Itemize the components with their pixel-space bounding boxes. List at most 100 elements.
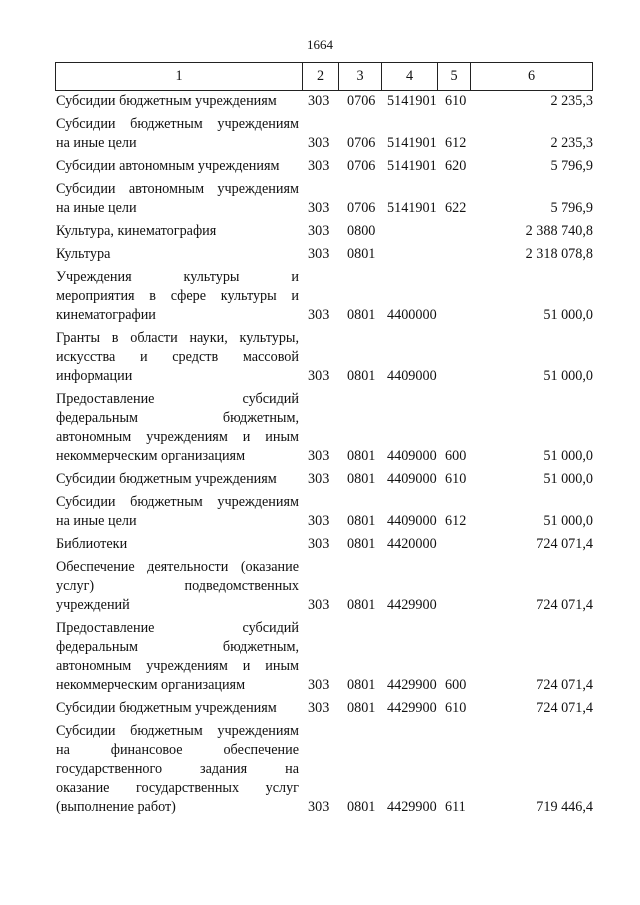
cell-c3: 0801 <box>347 597 376 613</box>
header-col-5: 5 <box>438 63 471 90</box>
description-line: на иные цели <box>56 513 137 529</box>
description-line: некоммерческим организациям <box>56 677 246 693</box>
description-line: информации <box>56 368 133 384</box>
cell-c5: 610 <box>445 700 467 716</box>
description-line: искусства и средств массовой <box>56 349 299 365</box>
cell-c6: 51 000,0 <box>543 307 593 323</box>
cell-c3: 0706 <box>347 200 376 216</box>
table-row: Субсидии бюджетным учреждениям 303 0801 442… <box>56 697 593 720</box>
cell-c6: 51 000,0 <box>543 448 593 464</box>
cell-c2: 303 <box>308 597 330 613</box>
description-line: оказание государственных услуг <box>56 780 299 796</box>
header-col-6: 6 <box>527 68 536 84</box>
cell-c4: 4420000 <box>387 536 437 552</box>
row-description: Субсидии бюджетным учреждениям <box>56 92 299 111</box>
description-line: некоммерческим организациям <box>56 448 246 464</box>
cell-c4: 4409000 <box>387 368 437 384</box>
cell-c3: 0706 <box>347 158 376 174</box>
header-col-4: 4 <box>382 63 438 90</box>
cell-c3: 0800 <box>347 223 376 239</box>
description-line: Субсидии бюджетным учреждениям <box>56 471 277 487</box>
cell-c6: 5 796,9 <box>550 158 593 174</box>
cell-c2: 303 <box>308 135 330 151</box>
row-description: Библиотеки <box>56 535 299 554</box>
cell-c2: 303 <box>308 200 330 216</box>
description-line: Обеспечение деятельности (оказание <box>56 559 299 575</box>
row-description: Обеспечение деятельности (оказание услуг)… <box>56 558 299 615</box>
cell-c5: 600 <box>445 448 467 464</box>
description-line: на финансовое обеспечение <box>56 742 299 758</box>
cell-c6: 2 318 078,8 <box>525 246 593 262</box>
cell-c3: 0801 <box>347 700 376 716</box>
cell-c2: 303 <box>308 536 330 552</box>
header-col-3: 3 <box>339 63 382 90</box>
row-description: Субсидии бюджетным учреждениям на финансо… <box>56 722 299 817</box>
description-line: Субсидии бюджетным учреждениям <box>56 723 299 739</box>
cell-c5: 612 <box>445 513 467 529</box>
cell-c6: 719 446,4 <box>536 799 593 815</box>
cell-c2: 303 <box>308 799 330 815</box>
cell-c4: 5141901 <box>387 200 437 216</box>
cell-c3: 0801 <box>347 513 376 529</box>
cell-c6: 724 071,4 <box>536 597 593 613</box>
cell-c5: 610 <box>445 93 467 109</box>
cell-c4: 5141901 <box>387 158 437 174</box>
description-line: Субсидии автономным учреждениям <box>56 181 299 197</box>
cell-c6: 724 071,4 <box>536 536 593 552</box>
cell-c5: 600 <box>445 677 467 693</box>
cell-c2: 303 <box>308 677 330 693</box>
cell-c6: 2 235,3 <box>550 93 593 109</box>
description-line: Культура <box>56 246 111 262</box>
cell-c6: 724 071,4 <box>536 700 593 716</box>
cell-c2: 303 <box>308 368 330 384</box>
cell-c5: 620 <box>445 158 467 174</box>
cell-c6: 51 000,0 <box>543 368 593 384</box>
cell-c2: 303 <box>308 93 330 109</box>
table-row: Субсидии автономным учреждениям 303 0706 51… <box>56 155 593 178</box>
cell-c4: 4400000 <box>387 307 437 323</box>
cell-c5: 611 <box>445 799 466 815</box>
table-row: Субсидии бюджетным учреждениям на финансо… <box>56 720 593 819</box>
cell-c4: 4429900 <box>387 677 437 693</box>
description-line: Субсидии бюджетным учреждениям <box>56 494 299 510</box>
table-row: Субсидии бюджетным учреждениям 303 0706 514… <box>56 90 593 113</box>
table-row: Субсидии бюджетным учреждениям на иные це… <box>56 113 593 155</box>
page-number: 1664 <box>307 37 333 52</box>
cell-c2: 303 <box>308 471 330 487</box>
row-description: Культура, кинематография <box>56 222 299 241</box>
description-line: государственного задания на <box>56 761 299 777</box>
cell-c2: 303 <box>308 223 330 239</box>
table-row: Учреждения культуры и мероприятия в сфере… <box>56 266 593 327</box>
cell-c2: 303 <box>308 307 330 323</box>
header-col-1: 1 <box>56 63 303 90</box>
row-description: Гранты в области науки, культуры, искусст… <box>56 329 299 386</box>
cell-c6: 51 000,0 <box>543 513 593 529</box>
cell-c6: 2 235,3 <box>550 135 593 151</box>
cell-c4: 4409000 <box>387 471 437 487</box>
description-line: Библиотеки <box>56 536 128 552</box>
row-description: Учреждения культуры и мероприятия в сфере… <box>56 268 299 325</box>
row-description: Субсидии бюджетным учреждениям на иные це… <box>56 115 299 153</box>
header-col-2: 2 <box>303 63 339 90</box>
cell-c4: 4409000 <box>387 448 437 464</box>
description-line: Предоставление субсидий <box>56 391 299 407</box>
table-row: Гранты в области науки, культуры, искусст… <box>56 327 593 388</box>
cell-c2: 303 <box>308 513 330 529</box>
table-row: Предоставление субсидий федеральным бюдже… <box>56 388 593 468</box>
cell-c4: 5141901 <box>387 93 437 109</box>
row-description: Субсидии бюджетным учреждениям <box>56 699 299 718</box>
description-line: Субсидии бюджетным учреждениям <box>56 93 277 109</box>
table-header: 1 2 3 4 5 6 <box>55 62 593 91</box>
description-line: Субсидии бюджетным учреждениям <box>56 116 299 132</box>
table-row: Субсидии бюджетным учреждениям на иные це… <box>56 491 593 533</box>
row-description: Субсидии автономным учреждениям <box>56 157 299 176</box>
description-line: кинематографии <box>56 307 156 323</box>
description-line: Предоставление субсидий <box>56 620 299 636</box>
description-line: Гранты в области науки, культуры, <box>56 330 299 346</box>
table-body: Субсидии бюджетным учреждениям 303 0706 514… <box>56 90 593 819</box>
table-row: Предоставление субсидий федеральным бюдже… <box>56 617 593 697</box>
table-row: Субсидии автономным учреждениям на иные ц… <box>56 178 593 220</box>
cell-c5: 612 <box>445 135 467 151</box>
cell-c4: 4409000 <box>387 513 437 529</box>
cell-c3: 0801 <box>347 536 376 552</box>
